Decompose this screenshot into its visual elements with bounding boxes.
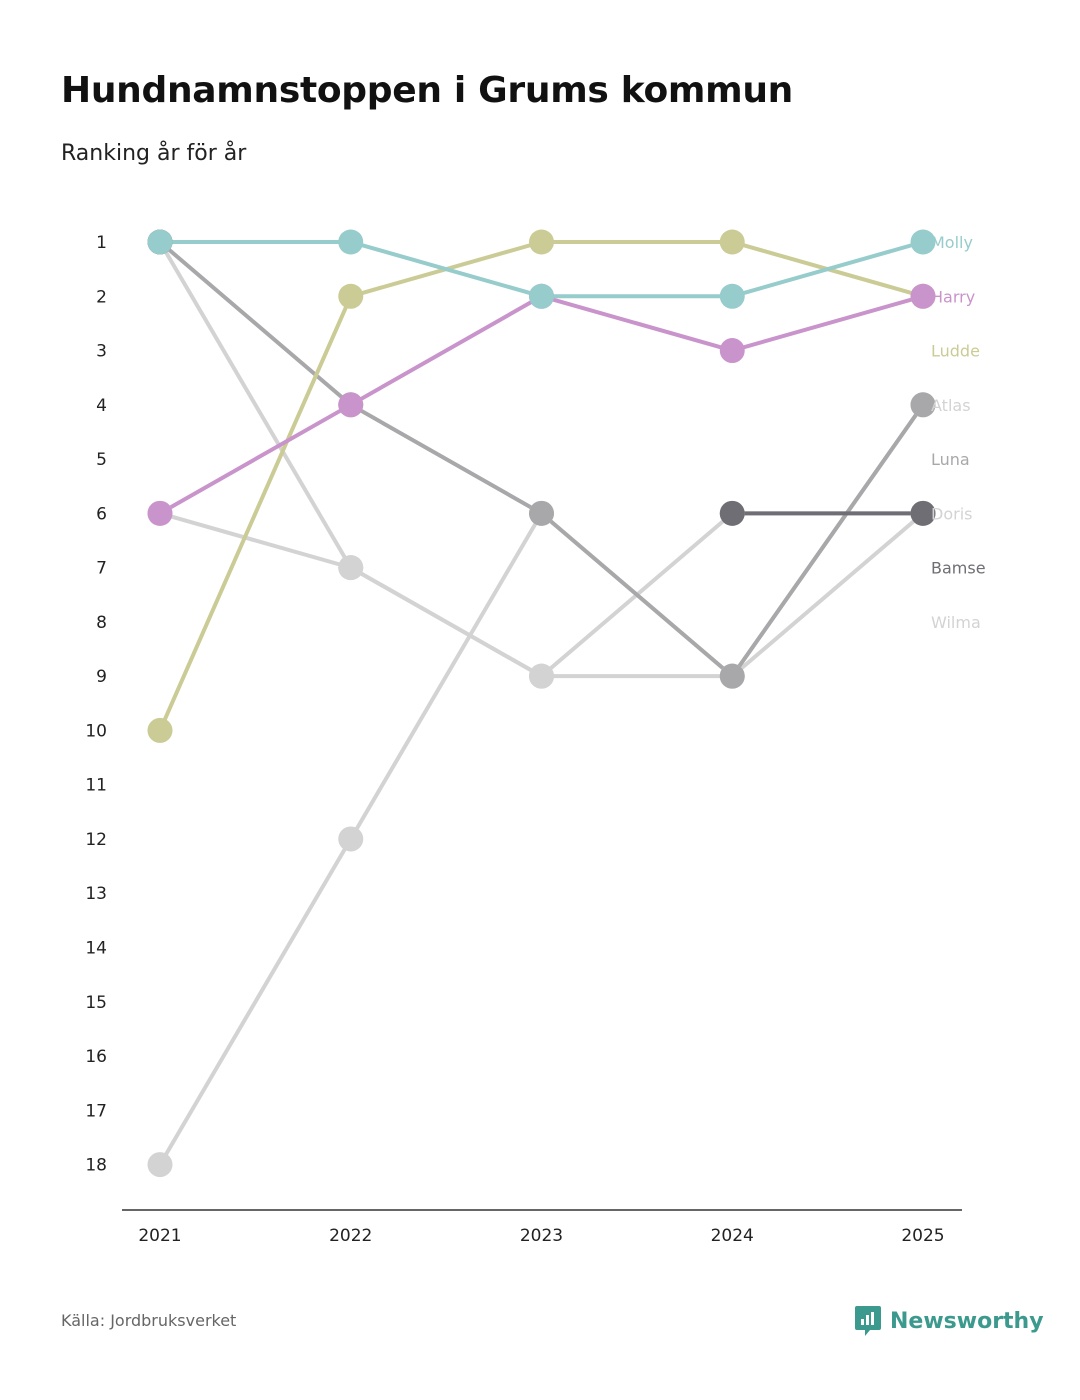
y-tick-label-16: 16: [85, 1047, 107, 1067]
point-luna-2023[interactable]: [529, 500, 554, 526]
y-tick-label-13: 13: [85, 884, 107, 904]
y-tick-label-14: 14: [85, 939, 107, 959]
chart-subtitle: Ranking år för år: [61, 141, 247, 166]
point-luna-2024[interactable]: [719, 663, 745, 689]
x-tick-label-2025: 2025: [901, 1226, 944, 1246]
series-label-ludde: Ludde: [931, 342, 980, 361]
y-tick-label-18: 18: [85, 1156, 107, 1176]
series-labels: Molly Harry Ludde Atlas Luna Doris Bamse Wilma: [931, 233, 986, 632]
brand-name: Newsworthy: [890, 1308, 1044, 1334]
series-line-harry: [158, 294, 925, 516]
y-tick-label-3: 3: [96, 342, 107, 362]
point-harry-2022[interactable]: [338, 392, 364, 418]
x-tick-label-2024: 2024: [711, 1226, 754, 1246]
series-line-wilma: [158, 511, 925, 679]
series-line-ludde: [158, 240, 925, 733]
source-note: Källa: Jordbruksverket: [61, 1311, 237, 1330]
point-bamse-2024[interactable]: [719, 500, 745, 526]
series-lines: [158, 240, 925, 1167]
series-points: [147, 229, 936, 1178]
y-tick-label-15: 15: [85, 993, 107, 1013]
point-luna-2025[interactable]: [910, 392, 936, 418]
series-label-atlas: Atlas: [931, 396, 971, 415]
y-tick-label-7: 7: [96, 559, 107, 579]
point-molly-2025[interactable]: [910, 229, 936, 255]
y-tick-label-6: 6: [96, 504, 107, 524]
point-ludde-2023[interactable]: [529, 229, 554, 255]
point-wilma-2023[interactable]: [529, 663, 554, 689]
point-ludde-2024[interactable]: [719, 229, 745, 255]
point-molly-2024[interactable]: [719, 283, 745, 309]
series-label-molly: Molly: [931, 233, 973, 252]
y-tick-label-4: 4: [96, 396, 107, 416]
point-harry-2025[interactable]: [910, 283, 936, 309]
point-molly-2023[interactable]: [529, 283, 554, 309]
y-tick-label-11: 11: [85, 776, 107, 796]
point-wilma-2022[interactable]: [338, 555, 364, 581]
series-label-harry: Harry: [931, 287, 975, 306]
point-molly-2021[interactable]: [147, 229, 173, 255]
y-tick-label-17: 17: [85, 1101, 107, 1121]
y-tick-label-1: 1: [96, 233, 107, 253]
point-atlas-2022[interactable]: [338, 826, 364, 852]
x-tick-label-2022: 2022: [329, 1226, 372, 1246]
chart-title: Hundnamnstoppen i Grums kommun: [61, 70, 793, 111]
point-harry-2024[interactable]: [719, 338, 745, 364]
x-axis: 2021 2022 2023 2024 2025: [122, 1209, 962, 1246]
x-tick-label-2021: 2021: [138, 1226, 181, 1246]
point-ludde-2022[interactable]: [338, 283, 364, 309]
series-label-bamse: Bamse: [931, 559, 986, 578]
point-bamse-2025[interactable]: [910, 500, 936, 526]
y-tick-label-9: 9: [96, 667, 107, 687]
series-label-doris: Doris: [931, 504, 972, 523]
y-tick-label-2: 2: [96, 287, 107, 307]
point-harry-2021[interactable]: [147, 500, 173, 526]
newsworthy-logo-icon: [855, 1306, 881, 1336]
series-label-wilma: Wilma: [931, 613, 981, 632]
y-tick-label-8: 8: [96, 613, 107, 633]
y-tick-label-10: 10: [85, 721, 107, 741]
y-tick-label-12: 12: [85, 830, 107, 850]
series-label-luna: Luna: [931, 450, 970, 469]
x-tick-label-2023: 2023: [520, 1226, 563, 1246]
point-ludde-2021[interactable]: [147, 717, 173, 743]
y-tick-label-5: 5: [96, 450, 107, 470]
point-atlas-2021[interactable]: [147, 1152, 173, 1178]
point-molly-2022[interactable]: [338, 229, 364, 255]
brand-logo[interactable]: Newsworthy: [854, 1304, 1044, 1338]
